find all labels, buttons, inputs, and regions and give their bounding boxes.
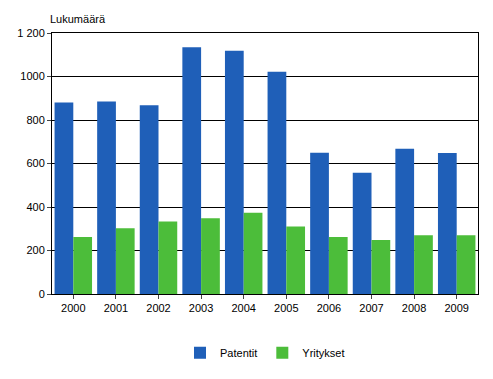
svg-text:2004: 2004	[231, 302, 255, 314]
svg-text:2003: 2003	[189, 302, 213, 314]
svg-text:200: 200	[26, 244, 44, 256]
svg-text:400: 400	[26, 201, 44, 213]
svg-text:2005: 2005	[274, 302, 298, 314]
svg-text:2001: 2001	[104, 302, 128, 314]
svg-text:2006: 2006	[317, 302, 341, 314]
svg-text:Patentit: Patentit	[220, 347, 257, 359]
svg-text:2000: 2000	[61, 302, 85, 314]
svg-text:600: 600	[26, 157, 44, 169]
svg-text:Yritykset: Yritykset	[302, 347, 344, 359]
svg-text:2009: 2009	[444, 302, 468, 314]
svg-text:0: 0	[39, 288, 45, 300]
svg-text:Lukumäärä: Lukumäärä	[50, 13, 106, 25]
svg-text:2008: 2008	[402, 302, 426, 314]
svg-text:800: 800	[26, 114, 44, 126]
svg-text:1000: 1000	[20, 70, 44, 82]
svg-text:1 200: 1 200	[17, 27, 45, 39]
svg-text:2002: 2002	[146, 302, 170, 314]
svg-text:2007: 2007	[359, 302, 383, 314]
